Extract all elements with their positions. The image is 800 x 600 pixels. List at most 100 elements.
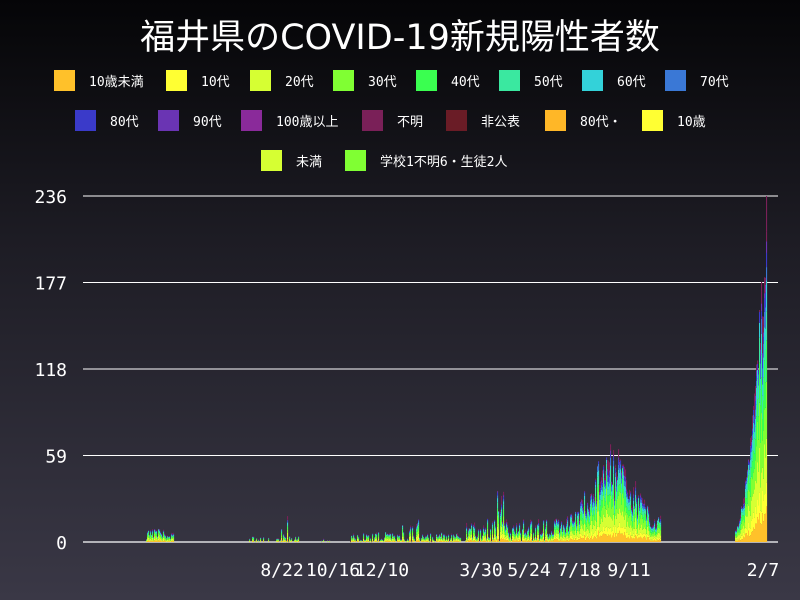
bar-segment bbox=[386, 534, 388, 535]
bar-segment bbox=[519, 537, 521, 540]
bar-segment bbox=[533, 534, 535, 537]
bar-segment bbox=[743, 501, 745, 504]
bar-segment bbox=[537, 537, 539, 540]
bar-segment bbox=[764, 514, 766, 542]
bar-segment bbox=[249, 540, 251, 541]
bar-segment bbox=[367, 537, 369, 540]
bar-segment bbox=[587, 528, 589, 534]
bar-segment bbox=[387, 534, 389, 536]
bar-segment bbox=[596, 499, 598, 502]
bar-segment bbox=[376, 534, 378, 536]
bar-segment bbox=[608, 481, 610, 487]
bar-segment bbox=[466, 526, 468, 528]
bar-segment bbox=[500, 531, 502, 537]
bar-segment bbox=[607, 536, 609, 542]
bar-segment bbox=[627, 503, 629, 508]
bar-segment bbox=[569, 537, 571, 540]
bar-segment bbox=[538, 540, 540, 542]
bar-segment bbox=[586, 519, 588, 523]
bar-segment bbox=[742, 521, 744, 529]
bar-segment bbox=[370, 540, 372, 541]
bar-segment bbox=[542, 535, 544, 538]
bar-segment bbox=[512, 540, 514, 542]
bar-segment bbox=[645, 508, 647, 510]
bar-segment bbox=[530, 521, 532, 523]
bar-segment bbox=[545, 536, 547, 539]
bar-segment bbox=[482, 541, 484, 542]
bar-segment bbox=[641, 534, 643, 538]
bar-segment bbox=[637, 515, 639, 518]
bar-segment bbox=[441, 533, 443, 536]
bar-segment bbox=[466, 540, 468, 542]
bar-segment bbox=[765, 292, 767, 308]
bar-segment bbox=[428, 541, 430, 542]
bar-segment bbox=[641, 514, 643, 525]
bar-segment bbox=[599, 489, 601, 493]
bar-segment bbox=[458, 535, 460, 537]
bar-segment bbox=[425, 539, 427, 541]
bar-segment bbox=[639, 512, 641, 517]
bar-segment bbox=[741, 535, 743, 540]
bar-segment bbox=[520, 533, 522, 536]
bar-segment bbox=[634, 511, 636, 515]
bar-segment bbox=[172, 535, 174, 536]
bar-segment bbox=[618, 513, 620, 527]
bar-segment bbox=[592, 510, 594, 516]
bar-segment bbox=[368, 536, 370, 537]
bar-segment bbox=[554, 527, 556, 530]
bar-segment bbox=[517, 538, 519, 541]
bar-segment bbox=[620, 533, 622, 542]
bar-segment bbox=[588, 509, 590, 512]
bar-segment bbox=[468, 531, 470, 533]
bar-segment bbox=[567, 540, 569, 542]
bar-segment bbox=[417, 531, 419, 536]
bar-segment bbox=[626, 502, 628, 507]
bar-segment bbox=[761, 413, 763, 473]
bar-segment bbox=[584, 495, 586, 500]
bar-segment bbox=[623, 535, 625, 542]
bar-segment bbox=[571, 519, 573, 522]
bar-segment bbox=[453, 541, 455, 542]
bar-segment bbox=[173, 534, 175, 536]
bar-segment bbox=[504, 522, 506, 524]
bar-segment bbox=[474, 527, 476, 528]
bar-segment bbox=[622, 533, 624, 542]
bar-segment bbox=[495, 539, 497, 541]
bar-segment bbox=[156, 540, 158, 542]
bar-segment bbox=[497, 508, 499, 516]
bar-segment bbox=[538, 524, 540, 526]
legend-swatch bbox=[665, 69, 686, 91]
bar-segment bbox=[594, 497, 596, 500]
bar-segment bbox=[471, 530, 473, 535]
bar-segment bbox=[378, 540, 380, 541]
bar-segment bbox=[507, 524, 509, 526]
bar-segment bbox=[367, 539, 369, 541]
bar-segment bbox=[615, 465, 617, 468]
bar-segment bbox=[599, 527, 601, 533]
bar-segment bbox=[759, 492, 761, 514]
bar-segment bbox=[641, 502, 643, 506]
bar-segment bbox=[644, 510, 646, 514]
bar-segment bbox=[508, 534, 510, 536]
bar-segment bbox=[501, 502, 503, 505]
bar-segment bbox=[487, 524, 489, 529]
bar-segment bbox=[627, 537, 629, 542]
bar-segment bbox=[586, 512, 588, 514]
bar-segment bbox=[627, 507, 629, 515]
bar-segment bbox=[617, 476, 619, 478]
bar-segment bbox=[158, 533, 160, 537]
bar-segment bbox=[570, 514, 572, 517]
bar-segment bbox=[738, 526, 740, 529]
bar-segment bbox=[397, 537, 399, 540]
bar-segment bbox=[552, 533, 554, 534]
bar-segment bbox=[588, 513, 590, 518]
bar-segment bbox=[497, 498, 499, 503]
bar-segment bbox=[744, 501, 746, 504]
bar-segment bbox=[625, 528, 627, 536]
bar-segment bbox=[762, 440, 764, 468]
bar-segment bbox=[172, 536, 174, 538]
bar-segment bbox=[621, 488, 623, 495]
bar-segment bbox=[516, 523, 518, 525]
bar-segment bbox=[355, 538, 357, 539]
